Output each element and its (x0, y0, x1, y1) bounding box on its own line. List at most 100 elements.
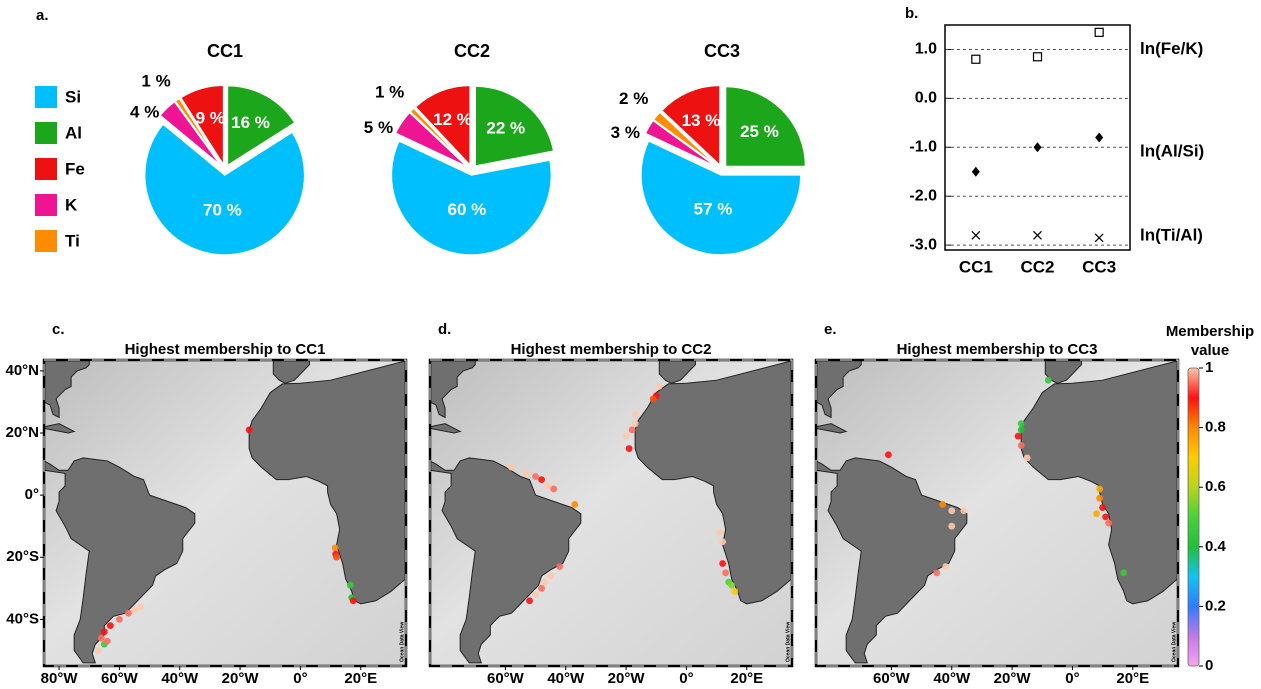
sample-point (1120, 569, 1127, 576)
panel-label: b. (905, 5, 918, 22)
map-area (44, 358, 409, 666)
colorbar-tick-label: 0.4 (1205, 538, 1227, 555)
sample-point (556, 563, 563, 570)
slice-label: 4 % (130, 103, 159, 122)
map-title: Highest membership to CC1 (125, 341, 326, 358)
slice-label: 22 % (486, 119, 525, 138)
sample-point (98, 635, 105, 642)
sample-point (939, 501, 946, 508)
watermark: Ocean Data View (399, 622, 405, 662)
legend-swatch (35, 122, 57, 144)
sample-point (333, 554, 340, 561)
sample-point (550, 486, 557, 493)
series-label: ln(Fe/K) (1140, 39, 1203, 58)
sample-point (523, 470, 530, 477)
map-area (816, 358, 1181, 666)
sample-point (332, 545, 339, 552)
y-tick-label: 0.0 (915, 90, 937, 107)
y-tick-label: 20°S (6, 548, 39, 565)
x-tick-label: 0° (1065, 670, 1079, 687)
sample-point (632, 420, 639, 427)
sample-point (716, 529, 723, 536)
slice-label: 9 % (196, 109, 225, 128)
legend-label: Al (65, 123, 82, 142)
sample-point (650, 395, 657, 402)
y-tick-label: -1.0 (909, 139, 937, 156)
sample-point (1102, 513, 1109, 520)
figure: a.SiAlFeKTiCC116 %70 %4 %1 %9 %CC222 %60… (0, 0, 1261, 689)
pie-title: CC1 (207, 41, 243, 61)
x-tick-label: 20°W (608, 670, 646, 687)
legend-swatch (35, 86, 57, 108)
x-tick-label: 0° (293, 670, 307, 687)
sample-point (1093, 510, 1100, 517)
marker (1034, 231, 1042, 239)
sample-point (1018, 442, 1025, 449)
y-tick-label: 20°N (5, 424, 39, 441)
x-tick-label: 60°W (873, 670, 911, 687)
page: a.SiAlFeKTiCC116 %70 %4 %1 %9 %CC222 %60… (0, 0, 1261, 689)
series-label: ln(Al/Si) (1140, 142, 1204, 161)
sample-point (137, 604, 144, 611)
colorbar-tick-label: 0 (1205, 657, 1213, 674)
y-tick-label: -3.0 (909, 236, 937, 253)
sample-point (101, 628, 108, 635)
sample-point (1096, 495, 1103, 502)
marker (1095, 133, 1103, 143)
x-tick-label: 20°E (730, 670, 763, 687)
sample-point (538, 585, 545, 592)
colorbar-tick-label: 0.8 (1205, 419, 1226, 436)
sample-point (107, 622, 114, 629)
x-tick-label: 0° (679, 670, 693, 687)
sample-point (544, 482, 551, 489)
slice-label: 25 % (740, 122, 779, 141)
legend-swatch (35, 194, 57, 216)
sample-point (948, 523, 955, 530)
slice-label: 1 % (141, 72, 170, 91)
slice-label: 2 % (619, 89, 648, 108)
sample-point (547, 573, 554, 580)
sample-point (104, 638, 111, 645)
map-area (430, 358, 795, 666)
sample-point (731, 588, 738, 595)
x-tick-label: CC3 (1082, 257, 1116, 276)
sample-point (942, 563, 949, 570)
panel-label: c. (52, 321, 65, 338)
watermark: Ocean Data View (1171, 622, 1177, 662)
panel-label: a. (36, 7, 49, 24)
x-tick-label: 20°E (1116, 670, 1149, 687)
pie-title: CC3 (704, 41, 740, 61)
sample-point (719, 538, 726, 545)
sample-point (885, 451, 892, 458)
colorbar-tick-label: 0.2 (1205, 597, 1226, 614)
sample-point (571, 501, 578, 508)
x-tick-label: CC2 (1020, 257, 1054, 276)
legend-label: K (65, 195, 78, 214)
sample-point (347, 582, 354, 589)
map-title: Highest membership to CC2 (511, 341, 712, 358)
x-tick-label: 80°W (41, 670, 79, 687)
marker (1095, 28, 1103, 36)
sample-point (948, 507, 955, 514)
sample-point (1105, 520, 1112, 527)
slice-label: 1 % (375, 83, 404, 102)
panel-label: e. (824, 321, 837, 338)
colorbar-title-box: Membership value (1160, 322, 1260, 364)
marker (1034, 142, 1042, 152)
slice-label: 5 % (364, 118, 393, 137)
sample-point (532, 591, 539, 598)
sample-point (728, 582, 735, 589)
sample-point (623, 433, 630, 440)
marker (972, 231, 980, 239)
sample-point (508, 464, 515, 471)
x-tick-label: 20°W (222, 670, 260, 687)
sample-point (933, 569, 940, 576)
legend-label: Ti (65, 231, 80, 250)
sample-point (656, 383, 663, 390)
slice-label: 3 % (611, 123, 640, 142)
legend-swatch (35, 158, 57, 180)
x-tick-label: 40°W (547, 670, 585, 687)
y-tick-label: 40°N (5, 362, 39, 379)
marker (972, 167, 980, 177)
sample-point (1096, 486, 1103, 493)
